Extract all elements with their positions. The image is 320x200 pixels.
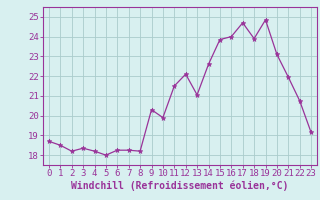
X-axis label: Windchill (Refroidissement éolien,°C): Windchill (Refroidissement éolien,°C) <box>71 181 289 191</box>
